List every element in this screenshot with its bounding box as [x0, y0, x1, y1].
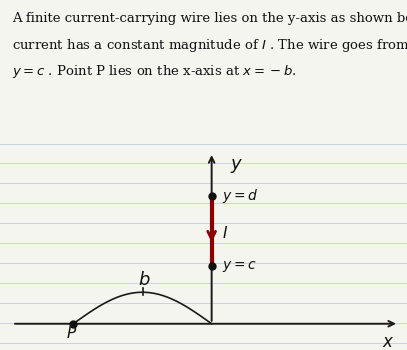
Text: $y = d$: $y = d$	[222, 187, 258, 205]
Text: $b$: $b$	[138, 271, 151, 289]
Text: $y = c$ . Point P lies on the x-axis at $x = -b$.: $y = c$ . Point P lies on the x-axis at …	[12, 63, 297, 80]
Text: $y$: $y$	[230, 158, 243, 175]
Text: $y = c$: $y = c$	[222, 259, 257, 273]
Text: $x$: $x$	[382, 334, 395, 350]
Text: $P$: $P$	[66, 325, 77, 341]
Text: current has a constant magnitude of $I$ . The wire goes from $y = d$  to: current has a constant magnitude of $I$ …	[12, 37, 407, 55]
Text: $I$: $I$	[222, 225, 228, 241]
Text: A finite current-carrying wire lies on the y-axis as shown below. The: A finite current-carrying wire lies on t…	[12, 12, 407, 25]
